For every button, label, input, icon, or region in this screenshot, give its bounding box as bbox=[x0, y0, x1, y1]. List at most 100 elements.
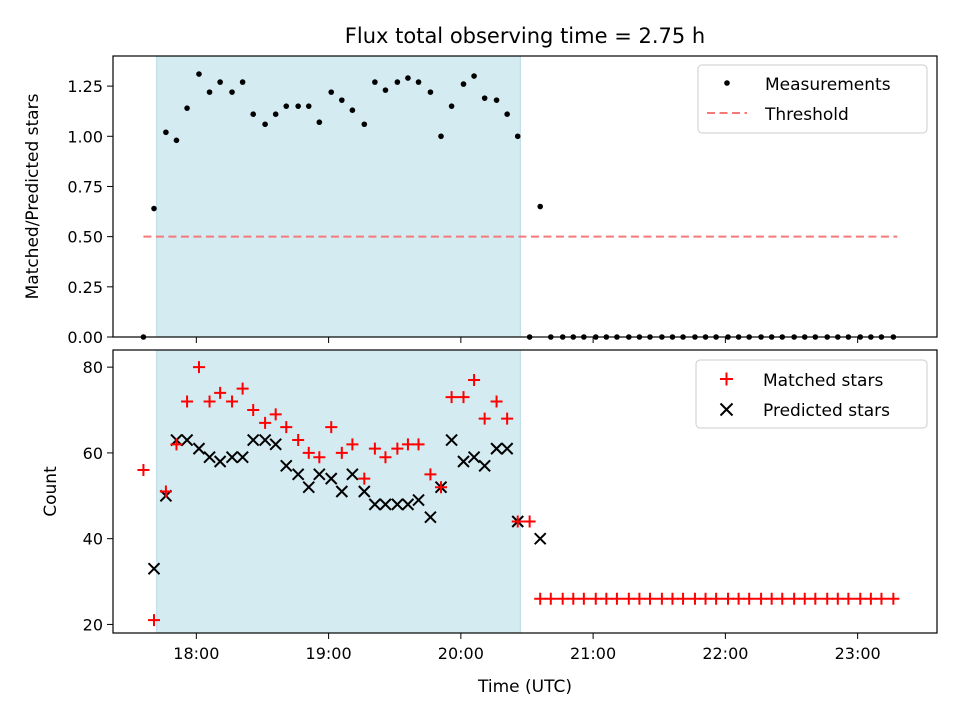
matched-star-point bbox=[821, 592, 834, 605]
y-axis-label: Matched/Predicted stars bbox=[23, 93, 43, 299]
predicted-star-point bbox=[335, 485, 349, 498]
y-tick-label: 0.50 bbox=[67, 228, 103, 247]
predicted-star-point bbox=[236, 450, 249, 464]
matched-star-point bbox=[523, 515, 536, 528]
matched-star-point bbox=[677, 592, 690, 605]
matched-star-point bbox=[765, 592, 778, 605]
measurement-point bbox=[372, 79, 378, 85]
measurement-point bbox=[163, 129, 169, 136]
predicted-star-point bbox=[302, 481, 315, 494]
predicted-star-point bbox=[291, 468, 305, 481]
measurement-point bbox=[382, 87, 389, 93]
matched-star-point bbox=[335, 446, 348, 459]
predicted-star-point bbox=[325, 472, 338, 485]
matched-star-point bbox=[600, 592, 613, 605]
predicted-star-point bbox=[368, 498, 382, 511]
matched-star-point bbox=[325, 421, 338, 434]
matched-star-point bbox=[148, 614, 161, 627]
predicted-star-point bbox=[424, 511, 437, 524]
measurement-point bbox=[361, 121, 368, 128]
legend-measurements-marker bbox=[724, 80, 730, 86]
matched-star-point bbox=[259, 416, 272, 429]
measurement-point bbox=[295, 103, 301, 109]
matched-star-point bbox=[358, 472, 371, 485]
predicted-star-point bbox=[412, 493, 425, 507]
measurement-point bbox=[250, 111, 256, 118]
measurement-point bbox=[272, 111, 279, 118]
measurement-point bbox=[349, 107, 356, 113]
predicted-star-point bbox=[225, 450, 239, 464]
matched-star-point bbox=[577, 592, 590, 605]
measurement-point bbox=[438, 133, 444, 140]
matched-star-point bbox=[236, 382, 249, 395]
matched-star-point bbox=[864, 592, 877, 605]
plot-frame bbox=[112, 349, 938, 634]
y-axis-label: Count bbox=[41, 466, 61, 517]
matched-star-point bbox=[468, 374, 481, 387]
predicted-star-point bbox=[203, 450, 216, 464]
measurement-point bbox=[316, 119, 323, 126]
matched-star-point bbox=[776, 592, 789, 605]
matched-star-point bbox=[788, 592, 801, 605]
measurement-point bbox=[262, 121, 268, 128]
chart-title: Flux total observing time = 2.75 h bbox=[345, 24, 705, 48]
matched-star-point bbox=[589, 592, 602, 605]
observing-window-band bbox=[156, 55, 521, 338]
predicted-star-point bbox=[269, 438, 282, 451]
predicted-star-point bbox=[180, 433, 194, 447]
panel-top-ratio: 0.00 0.25 0.50 0.75 1.00 1.25 Matched/Predicte… bbox=[23, 55, 938, 347]
legend: Measurements Threshold bbox=[697, 64, 928, 134]
matched-star-point bbox=[368, 442, 381, 455]
matched-star-point bbox=[809, 592, 822, 605]
predicted-star-point bbox=[379, 498, 392, 511]
matched-star-point bbox=[655, 592, 668, 605]
matched-star-point bbox=[424, 468, 437, 481]
measurement-point bbox=[504, 111, 510, 118]
predicted-star-point bbox=[457, 455, 470, 468]
legend-matched-marker bbox=[720, 372, 733, 386]
measurement-point bbox=[471, 73, 477, 79]
matched-star-point bbox=[280, 421, 293, 434]
predicted-star-point bbox=[258, 433, 272, 447]
measurement-point bbox=[448, 103, 455, 109]
matched-star-point bbox=[192, 361, 205, 374]
y-tick-label: 0.25 bbox=[67, 278, 103, 297]
matched-star-point bbox=[435, 481, 448, 494]
matched-star-point bbox=[534, 592, 547, 605]
predicted-star-point bbox=[346, 468, 359, 481]
legend-measurements-label: Measurements bbox=[765, 75, 891, 95]
matched-star-point bbox=[831, 592, 844, 605]
panel-bottom-count: 20 40 60 80 18:00 19:00 20:00 21:00 22:00 23:00 Co… bbox=[41, 349, 938, 663]
matched-star-point bbox=[710, 592, 723, 605]
x-tick-label: 20:00 bbox=[438, 644, 484, 663]
matched-star-point bbox=[875, 592, 888, 605]
predicted-star-point bbox=[246, 433, 260, 447]
matched-star-point bbox=[511, 515, 524, 528]
x-tick-label: 23:00 bbox=[835, 644, 881, 663]
observing-window-band bbox=[156, 349, 521, 634]
predicted-star-point bbox=[147, 562, 161, 575]
predicted-star-point bbox=[500, 442, 514, 455]
predicted-star-point bbox=[445, 433, 458, 447]
legend-matched-label: Matched stars bbox=[763, 371, 883, 391]
predicted-star-point bbox=[313, 468, 326, 481]
matched-star-point bbox=[743, 592, 756, 605]
plot-frame bbox=[112, 55, 938, 338]
legend: Matched stars Predicted stars bbox=[695, 359, 928, 429]
matched-star-point bbox=[313, 451, 326, 464]
predicted-star-point bbox=[467, 450, 481, 464]
x-tick-label: 22:00 bbox=[702, 644, 748, 663]
measurement-point bbox=[481, 95, 488, 101]
measurement-point bbox=[206, 89, 213, 95]
matched-star-point bbox=[798, 592, 811, 605]
predicted-star-point bbox=[401, 498, 415, 511]
y-tick-label: 1.00 bbox=[67, 127, 103, 146]
y-tick-label: 40 bbox=[83, 530, 103, 549]
y-tick-label: 20 bbox=[83, 615, 103, 634]
measurement-point bbox=[173, 137, 180, 144]
legend-predicted-label: Predicted stars bbox=[763, 401, 890, 421]
matched-star-point bbox=[170, 438, 183, 451]
matched-star-point bbox=[633, 592, 646, 605]
measurement-point bbox=[460, 81, 467, 87]
